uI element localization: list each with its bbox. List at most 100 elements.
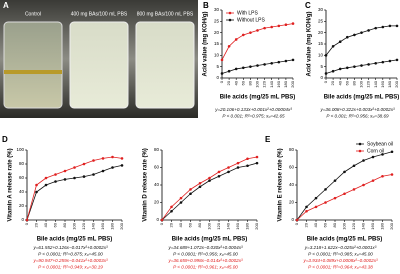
data-point (35, 183, 38, 187)
legend-marker (358, 142, 362, 146)
data-point (198, 181, 202, 185)
x-tick-label: 100 (342, 222, 347, 229)
y-tick-label: 0 (21, 217, 24, 222)
data-point (331, 44, 335, 48)
data-point (343, 170, 346, 174)
y-axis-label: Acid value (mg KOH/g) (307, 11, 313, 76)
x-tick-label: 140 (269, 80, 274, 87)
x-tick-label: 100 (207, 222, 212, 229)
y-tick-label: 0 (216, 75, 219, 80)
x-tick-label: 0 (323, 80, 328, 83)
data-point (220, 72, 224, 75)
data-point (291, 22, 295, 25)
data-point (395, 58, 399, 62)
y-tick-label: 20 (214, 30, 220, 35)
data-point (73, 166, 76, 169)
data-point (305, 209, 308, 213)
data-point (314, 205, 318, 209)
x-tick-label: 160 (235, 222, 240, 229)
series-line (296, 151, 393, 221)
legend-label: Soybean oil (367, 141, 393, 147)
data-point (82, 162, 86, 166)
oil-layer (4, 70, 62, 74)
panel-label: B (203, 1, 209, 10)
data-point (246, 157, 249, 161)
series-line (296, 174, 393, 221)
data-point (388, 24, 392, 28)
y-axis-label: Vitamin D release rate (%) (143, 148, 149, 222)
equation: P < 0.0001; R²=0.985; x₀=45.00 (308, 252, 373, 257)
equation: y=34.689+1.072x−0.030x²+0.0004x³ (167, 245, 243, 250)
data-point (234, 67, 238, 71)
equation: y=61.552+0.126x−0.017x²+0.0002x³ (32, 245, 108, 250)
data-point (25, 218, 29, 222)
data-point (346, 35, 349, 39)
x-tick-label: 100 (72, 222, 77, 229)
data-point (381, 174, 384, 178)
data-point (220, 58, 224, 62)
x-tick-label: 40 (233, 80, 238, 85)
y-tick-label: 40 (289, 182, 295, 187)
x-tick-label: 120 (366, 80, 371, 87)
legend-label: Corn oil (367, 148, 384, 154)
y-tick-label: 20 (318, 30, 324, 35)
x-tick-label: 60 (323, 222, 328, 227)
data-point (353, 65, 356, 68)
data-point (242, 66, 245, 70)
x-tick-label: 200 (389, 222, 394, 229)
data-point (291, 58, 295, 62)
data-point (92, 173, 95, 176)
data-point (371, 179, 375, 182)
data-point (324, 54, 328, 57)
data-point (120, 157, 124, 160)
x-tick-label: 160 (370, 222, 375, 229)
x-axis-label: Bile acids (mg/25 mL PBS) (37, 237, 113, 243)
y-axis-label: Acid value (mg KOH/g) (203, 11, 209, 76)
x-tick-label: 160 (380, 80, 385, 87)
data-point (44, 176, 48, 180)
data-point (101, 157, 105, 160)
data-point (35, 190, 38, 194)
x-tick-label: 100 (255, 80, 260, 87)
y-tick-label: 0 (156, 217, 159, 222)
y-tick-label: 20 (19, 203, 25, 208)
data-point (395, 24, 399, 28)
y-tick-label: 60 (19, 175, 25, 180)
x-tick-label: 120 (262, 80, 267, 87)
data-point (338, 40, 342, 44)
panel-label: C (305, 1, 311, 10)
x-tick-label: 20 (34, 222, 39, 227)
panel-label: A (3, 1, 9, 10)
x-tick-label: 40 (313, 222, 318, 227)
equation: P < 0.0001; R²=0.956; x₀=45.00 (173, 252, 238, 257)
x-tick-label: 120 (216, 222, 221, 229)
y-tick-label: 20 (154, 200, 160, 205)
legend-marker (358, 149, 362, 153)
equation: P < 0.0001; R²=0.961; x₀=45.00 (173, 265, 238, 270)
data-point (255, 161, 259, 165)
data-point (270, 61, 274, 65)
equation: y=36.008+0.322x+0.003x²+0.0002x³ (319, 107, 395, 112)
series-line (26, 165, 123, 221)
data-point (305, 205, 308, 209)
x-tick-label: 80 (247, 80, 252, 85)
x-tick-label: 200 (254, 222, 259, 229)
x-tick-label: 140 (373, 80, 378, 87)
x-tick-label: 40 (43, 222, 48, 227)
data-point (249, 65, 252, 68)
data-point (295, 218, 299, 222)
x-tick-label: 140 (361, 222, 366, 229)
data-point (82, 175, 86, 178)
data-point (54, 173, 57, 176)
x-tick-label: 100 (359, 80, 364, 87)
data-point (101, 169, 105, 173)
data-point (284, 59, 288, 63)
data-point (160, 218, 164, 222)
y-tick-label: 25 (318, 19, 324, 24)
x-axis-label: Bile acids (mg/25 mL PBS) (220, 95, 296, 101)
y-axis-label: Vitamin A release rate (%) (8, 148, 14, 221)
y-tick-label: 20 (289, 200, 295, 205)
series-line (325, 25, 397, 56)
data-point (170, 209, 173, 213)
y-tick-label: 30 (318, 7, 324, 12)
